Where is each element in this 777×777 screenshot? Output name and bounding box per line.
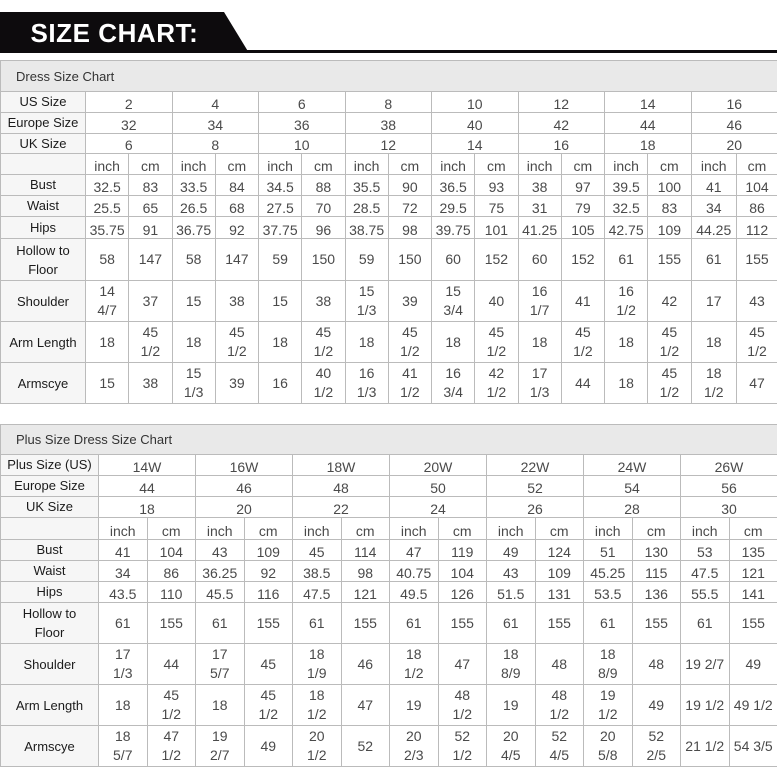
svg-text:SIZE CHART:: SIZE CHART: [31,18,199,48]
